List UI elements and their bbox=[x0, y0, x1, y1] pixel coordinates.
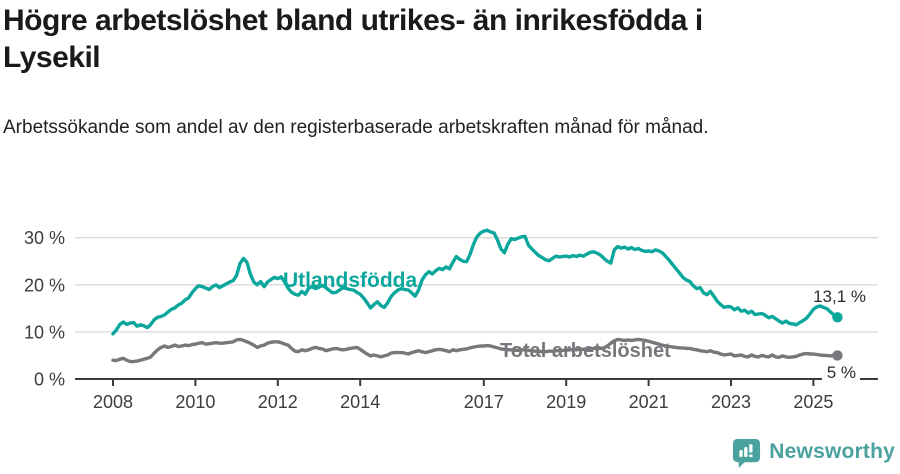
x-tick-label: 2025 bbox=[793, 392, 833, 412]
y-tick-label: 0 % bbox=[34, 370, 65, 390]
x-tick-label: 2012 bbox=[258, 392, 298, 412]
x-tick-label: 2010 bbox=[175, 392, 215, 412]
series-line-total-arbetsl-shet bbox=[111, 337, 840, 364]
chart-title: Högre arbetslöshet bland utrikes- än inr… bbox=[3, 4, 703, 74]
newsworthy-logo: Newsworthy bbox=[731, 436, 895, 468]
brand-name: Newsworthy bbox=[769, 440, 895, 463]
x-tick-label: 2017 bbox=[464, 392, 504, 412]
series-label-utlandsf-dda: Utlandsfödda bbox=[283, 269, 417, 292]
series-end-dot-utlandsf-dda bbox=[832, 312, 843, 323]
unemployment-line-chart: 0 % 10 % 20 % 30 % 2008 2010 2012 2014 2017 2019 2… bbox=[24, 228, 878, 412]
series-line-utlandsf-dda bbox=[111, 228, 840, 336]
x-tick-label: 2021 bbox=[629, 392, 669, 412]
chart-subtitle: Arbetssökande som andel av den registerb… bbox=[3, 117, 709, 138]
end-value-label-utlandsf-dda: 13,1 % bbox=[813, 287, 866, 306]
x-tick-label: 2014 bbox=[340, 392, 380, 412]
x-tick-label: 2023 bbox=[711, 392, 751, 412]
series-end-dot-total-arbetsl-shet bbox=[832, 350, 843, 361]
x-tick-label: 2019 bbox=[546, 392, 586, 412]
series-label-total-arbetsl-shet: Total arbetslöshet bbox=[500, 340, 671, 362]
end-value-label-total-arbetsl-shet: 5 % bbox=[827, 363, 856, 382]
y-tick-label: 10 % bbox=[24, 322, 65, 342]
y-tick-label: 30 % bbox=[24, 228, 65, 248]
y-tick-label: 20 % bbox=[24, 275, 65, 295]
x-tick-label: 2008 bbox=[93, 392, 133, 412]
newsworthy-logo-icon bbox=[733, 438, 761, 468]
chart-area: 0 % 10 % 20 % 30 % 2008 2010 2012 2014 2017 2019 2… bbox=[0, 210, 900, 424]
